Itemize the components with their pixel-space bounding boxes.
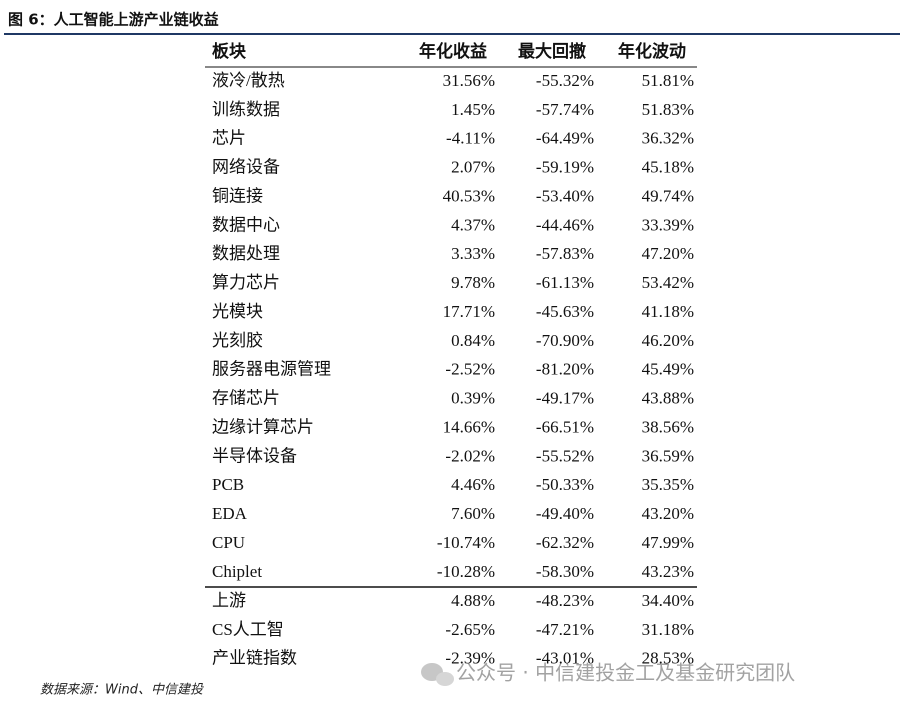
- cell: 17.71%: [443, 302, 495, 321]
- cell: -44.46%: [536, 215, 594, 234]
- cell: 4.46%: [451, 475, 495, 494]
- cell: -10.28%: [437, 562, 495, 581]
- cell: -55.52%: [536, 446, 594, 465]
- cell: -2.39%: [445, 649, 495, 668]
- row-label: Chiplet: [212, 562, 262, 581]
- cell: 53.42%: [642, 273, 694, 292]
- cell: -50.33%: [536, 475, 594, 494]
- row-label: 芯片: [212, 129, 246, 148]
- row-label: 上游: [212, 591, 246, 610]
- cell: -10.74%: [437, 533, 495, 552]
- cell: 38.56%: [642, 417, 694, 436]
- cell: -49.40%: [536, 504, 594, 523]
- cell: -43.01%: [536, 649, 594, 668]
- cell: 45.49%: [642, 360, 694, 379]
- column-header: 年化收益: [419, 41, 487, 62]
- cell: 43.88%: [642, 389, 694, 408]
- row-label: 边缘计算芯片: [212, 417, 314, 436]
- row-label: 数据处理: [212, 244, 280, 263]
- cell: 46.20%: [642, 331, 694, 350]
- cell: -53.40%: [536, 186, 594, 205]
- cell: 28.53%: [642, 649, 694, 668]
- row-label: 液冷/散热: [212, 71, 285, 90]
- cell: 4.37%: [451, 215, 495, 234]
- column-header: 最大回撤: [518, 41, 586, 62]
- cell: -58.30%: [536, 562, 594, 581]
- row-label: 铜连接: [212, 186, 263, 205]
- cell: 1.45%: [451, 100, 495, 119]
- cell: -48.23%: [536, 591, 594, 610]
- cell: -66.51%: [536, 417, 594, 436]
- row-label: PCB: [212, 475, 244, 494]
- cell: 9.78%: [451, 273, 495, 292]
- watermark-icon: [421, 663, 454, 686]
- title: 图 6：人工智能上游产业链收益: [8, 11, 219, 29]
- cell: -2.02%: [445, 446, 495, 465]
- row-label: EDA: [212, 504, 248, 523]
- cell: 43.23%: [642, 562, 694, 581]
- cell: 7.60%: [451, 504, 495, 523]
- row-label: 光刻胶: [212, 331, 263, 350]
- cell: 43.20%: [642, 504, 694, 523]
- row-label: 网络设备: [212, 158, 280, 177]
- cell: -61.13%: [536, 273, 594, 292]
- cell: -47.21%: [536, 620, 594, 639]
- cell: 2.07%: [451, 158, 495, 177]
- cell: -45.63%: [536, 302, 594, 321]
- cell: -2.52%: [445, 360, 495, 379]
- cell: -2.65%: [445, 620, 495, 639]
- cell: 36.59%: [642, 446, 694, 465]
- cell: -64.49%: [536, 129, 594, 148]
- cell: 31.18%: [642, 620, 694, 639]
- cell: 47.20%: [642, 244, 694, 263]
- cell: 47.99%: [642, 533, 694, 552]
- cell: 0.84%: [451, 331, 495, 350]
- row-label: 半导体设备: [212, 446, 297, 465]
- cell: 51.81%: [642, 71, 694, 90]
- row-label: 存储芯片: [212, 389, 280, 408]
- row-label: 算力芯片: [212, 273, 280, 292]
- cell: 49.74%: [642, 186, 694, 205]
- cell: 0.39%: [451, 389, 495, 408]
- row-label: CPU: [212, 533, 245, 552]
- cell: 4.88%: [451, 591, 495, 610]
- row-label: 数据中心: [212, 215, 280, 234]
- cell: 40.53%: [443, 186, 495, 205]
- row-label: 服务器电源管理: [212, 360, 331, 379]
- cell: 14.66%: [443, 417, 495, 436]
- cell: -57.74%: [536, 100, 594, 119]
- cell: 31.56%: [443, 71, 495, 90]
- cell: -57.83%: [536, 244, 594, 263]
- cell: 36.32%: [642, 129, 694, 148]
- cell: 41.18%: [642, 302, 694, 321]
- row-label: 光模块: [212, 302, 263, 321]
- cell: 35.35%: [642, 475, 694, 494]
- cell: 33.39%: [642, 215, 694, 234]
- watermark: 公众号 · 中信建投金工及基金研究团队: [456, 661, 795, 685]
- column-header: 年化波动: [618, 41, 686, 62]
- cell: -49.17%: [536, 389, 594, 408]
- source: 数据来源：Wind、中信建投: [40, 683, 204, 698]
- cell: -55.32%: [536, 71, 594, 90]
- column-header: 板块: [212, 41, 247, 62]
- cell: -70.90%: [536, 331, 594, 350]
- cell: 45.18%: [642, 158, 694, 177]
- cell: -81.20%: [536, 360, 594, 379]
- row-label: CS人工智: [212, 620, 284, 639]
- cell: 34.40%: [642, 591, 694, 610]
- cell: -62.32%: [536, 533, 594, 552]
- row-label: 产业链指数: [212, 649, 297, 668]
- cell: 3.33%: [451, 244, 495, 263]
- row-label: 训练数据: [212, 100, 280, 119]
- cell: -4.11%: [446, 129, 495, 148]
- cell: -59.19%: [536, 158, 594, 177]
- cell: 51.83%: [642, 100, 694, 119]
